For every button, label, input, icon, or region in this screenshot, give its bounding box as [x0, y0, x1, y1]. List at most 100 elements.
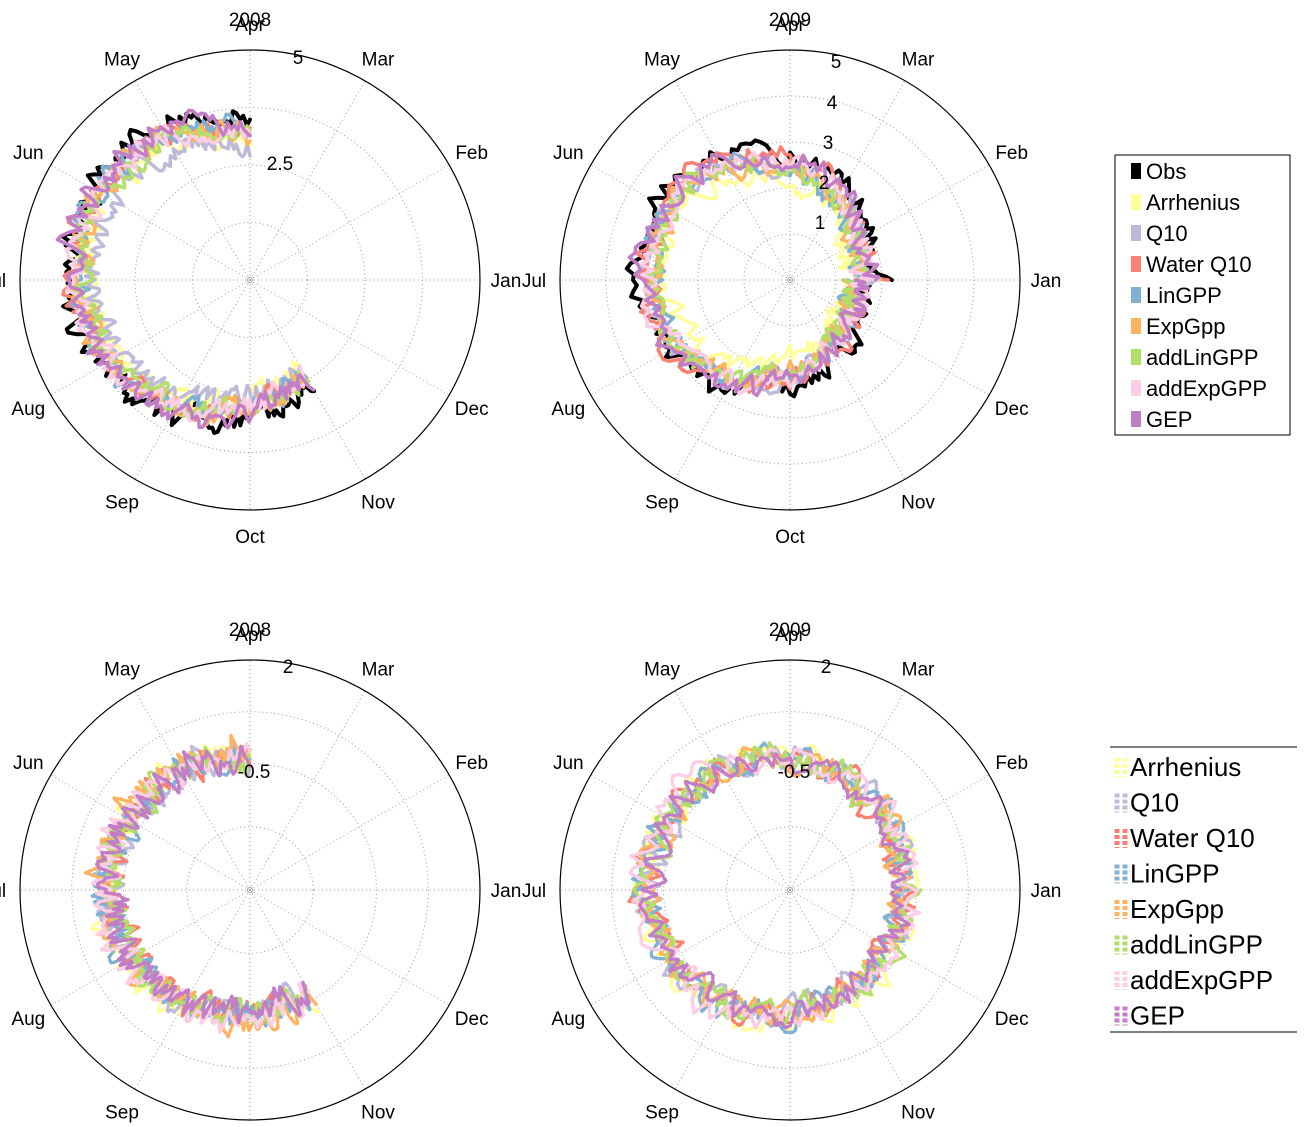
- grid-spoke: [249, 164, 450, 281]
- legend-label-expgpp: ExpGpp: [1146, 314, 1226, 339]
- month-label-jul: Jul: [0, 881, 6, 902]
- polar-chart-4: 2009JanFebMarAprMayJunJulAugSepOctNovDec…: [522, 620, 1061, 1124]
- polar-chart-1: 2008 Jan Feb Mar Apr May Jun Jul Aug Sep Oct Nov Dec…: [0, 10, 521, 548]
- legend-swatch-expgpp: [1131, 318, 1141, 334]
- legend-label-water-q10: Water Q10: [1146, 252, 1252, 277]
- month-label-nov: Nov: [901, 493, 935, 514]
- month-label-mar: Mar: [362, 659, 395, 680]
- polar-origin: [247, 887, 253, 893]
- month-label-jan: Jan: [491, 271, 522, 292]
- radial-tick-label: 3: [823, 133, 834, 154]
- month-label-may: May: [644, 49, 680, 70]
- radial-tick-label: 2: [819, 173, 830, 194]
- month-label-sep: Sep: [105, 493, 139, 514]
- polar-axis-circle: [559, 659, 1021, 1121]
- grid-ring: [743, 233, 837, 327]
- month-label-apr: Apr: [235, 625, 265, 646]
- legend-label-q10: Q10: [1130, 788, 1179, 818]
- series-line-addexpgpp: [64, 123, 307, 423]
- legend-swatch-arrhenius: [1131, 194, 1141, 210]
- month-label-may: May: [104, 659, 140, 680]
- grid-ring: [192, 222, 308, 338]
- polar-axis-circle: [559, 49, 1021, 511]
- legend-box: [1114, 154, 1291, 436]
- legend-label-addlingpp: addLinGPP: [1146, 345, 1259, 370]
- month-label-aug: Aug: [551, 399, 585, 420]
- legend-label-addexpgpp: addExpGPP: [1130, 965, 1273, 995]
- grid-ring: [186, 826, 314, 954]
- series-line-gep: [55, 108, 316, 430]
- chart-title: 2009: [769, 620, 811, 641]
- radial-tick-label: 5: [293, 48, 304, 69]
- month-label-may: May: [104, 49, 140, 70]
- legend-swatch-water-q10: [1131, 256, 1141, 272]
- legend-top: Obs Arrhenius Q10 Water Q10 LinGPP ExpGpp addL…: [1114, 154, 1291, 436]
- month-label-oct: Oct: [235, 527, 265, 548]
- series-line-gep: [637, 752, 912, 1030]
- month-label-nov: Nov: [901, 1103, 935, 1124]
- grid-spoke: [249, 80, 366, 281]
- legend-swatch-q10: [1131, 225, 1141, 241]
- legend-label-obs: Obs: [1146, 159, 1186, 184]
- grid-ring: [123, 763, 377, 1017]
- month-label-mar: Mar: [902, 49, 935, 70]
- polar-origin: [247, 277, 253, 283]
- legend-swatch-addexpgpp: [1131, 380, 1141, 396]
- legend-label-lingpp: LinGPP: [1130, 859, 1220, 889]
- legend-label-arrhenius: Arrhenius: [1130, 752, 1241, 782]
- legend-swatch-lingpp: [1131, 287, 1141, 303]
- polar-chart-2: 2009 Jan Feb Mar Apr May Jun Jul Aug Sep Oct Nov Dec…: [522, 10, 1061, 548]
- month-label-may: May: [644, 659, 680, 680]
- polar-origin: [787, 887, 793, 893]
- legend-swatch-addlingpp: [1131, 349, 1141, 365]
- month-label-jun: Jun: [13, 143, 44, 164]
- legend-swatch-obs: [1131, 163, 1141, 179]
- month-label-jul: Jul: [522, 881, 546, 902]
- grid-spoke: [249, 774, 450, 891]
- month-label-dec: Dec: [455, 399, 489, 420]
- month-label-sep: Sep: [645, 493, 679, 514]
- polar-origin: [787, 277, 793, 283]
- grid-ring: [611, 711, 969, 1069]
- chart-title: 2008: [229, 10, 271, 31]
- grid-ring: [651, 141, 929, 419]
- chart-title: 2008: [229, 620, 271, 641]
- radial-tick-label: 2: [283, 657, 294, 678]
- series-line-addexpgpp: [90, 741, 311, 1034]
- legend-label-expgpp: ExpGpp: [1130, 894, 1224, 924]
- polar-chart-3: 2008JanFebMarAprMayJunJulAugSepOctNovDec…: [0, 620, 522, 1124]
- radial-tick-label: 2.5: [267, 154, 293, 175]
- polar-axis-circle: [19, 49, 481, 511]
- month-label-feb: Feb: [455, 143, 488, 164]
- legend-label-lingpp: LinGPP: [1146, 283, 1222, 308]
- month-label-nov: Nov: [361, 1103, 395, 1124]
- month-label-feb: Feb: [995, 143, 1028, 164]
- legend-swatch-gep: [1131, 411, 1141, 427]
- legend-bottom: Arrhenius Q10 Water Q10 LinGPP ExpGpp addLinG…: [1110, 746, 1297, 1033]
- month-label-jan: Jan: [1031, 271, 1062, 292]
- legend-label-addlingpp: addLinGPP: [1130, 930, 1263, 960]
- month-label-nov: Nov: [361, 493, 395, 514]
- month-label-jul: Jul: [522, 271, 546, 292]
- month-label-jan: Jan: [491, 881, 522, 902]
- legend-label-water-q10: Water Q10: [1130, 823, 1255, 853]
- legend-label-gep: GEP: [1146, 407, 1192, 432]
- month-label-feb: Feb: [455, 753, 488, 774]
- legend-label-q10: Q10: [1146, 221, 1188, 246]
- series-line-gep: [627, 153, 881, 398]
- month-label-dec: Dec: [455, 1009, 489, 1030]
- chart-title: 2009: [769, 10, 811, 31]
- radial-tick-label: -0.5: [778, 762, 811, 783]
- legend-label-addexpgpp: addExpGPP: [1146, 376, 1267, 401]
- grid-ring: [726, 826, 854, 954]
- month-label-jun: Jun: [553, 753, 584, 774]
- series-line-q10: [83, 135, 303, 406]
- month-label-aug: Aug: [551, 1009, 585, 1030]
- month-label-feb: Feb: [995, 753, 1028, 774]
- month-label-jul: Jul: [0, 271, 6, 292]
- month-label-oct: Oct: [775, 527, 805, 548]
- radial-tick-label: 4: [827, 93, 838, 114]
- month-label-aug: Aug: [11, 1009, 45, 1030]
- month-label-jun: Jun: [13, 753, 44, 774]
